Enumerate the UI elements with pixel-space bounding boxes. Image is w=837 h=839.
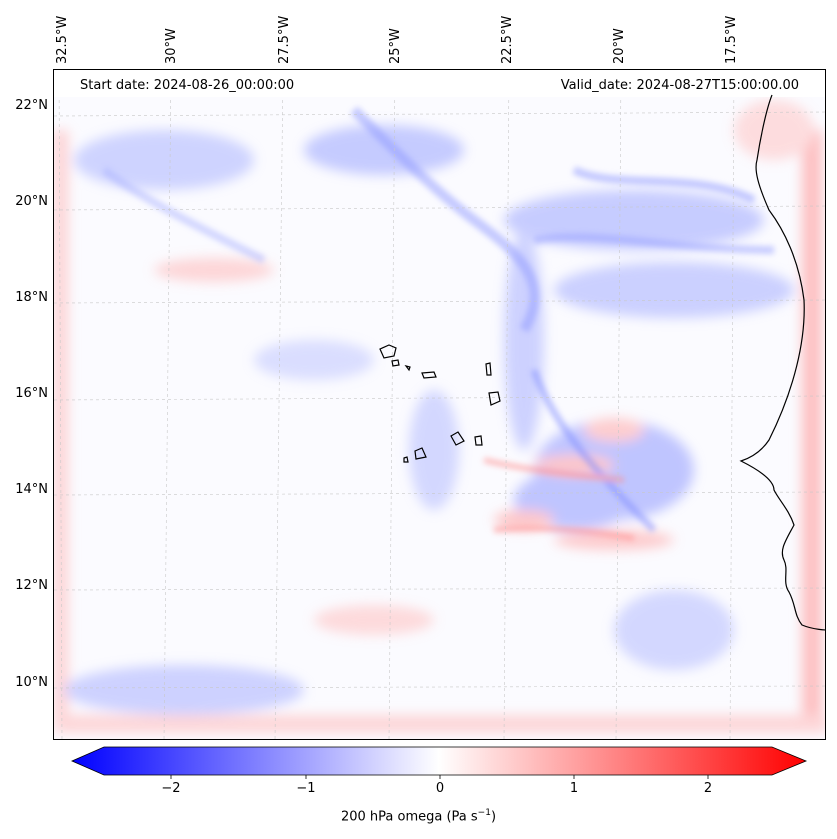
omega-field	[54, 70, 825, 739]
colorbar-tick: 2	[703, 781, 713, 796]
colorbar-body	[71, 746, 808, 776]
colorbar-tick: 1	[569, 781, 579, 796]
boundary-strip-right	[802, 130, 822, 730]
valid-date-label: Valid_date: 2024-08-27T15:00:00.00	[558, 78, 801, 93]
lat-label: 10°N	[15, 675, 48, 690]
colorbar-tick: −1	[296, 781, 316, 796]
colorbar	[71, 746, 808, 779]
boundary-strip-bottom	[54, 715, 825, 733]
lat-label: 20°N	[15, 194, 48, 209]
boundary-strip-left	[54, 130, 68, 730]
lat-label: 18°N	[15, 290, 48, 305]
islands	[379, 344, 501, 463]
colorbar-tick: 0	[435, 781, 445, 796]
map-panel: Start date: 2024-08-26_00:00:00 Valid_da…	[53, 69, 826, 740]
colorbar-tick: −2	[161, 781, 181, 796]
lat-label: 16°N	[15, 386, 48, 401]
coastline	[739, 94, 825, 631]
lat-label: 12°N	[15, 578, 48, 593]
lat-label: 14°N	[15, 482, 48, 497]
start-date-label: Start date: 2024-08-26_00:00:00	[78, 78, 297, 93]
colorbar-label: 200 hPa omega (Pa s−1)	[340, 808, 497, 825]
lat-label: 22°N	[15, 98, 48, 113]
